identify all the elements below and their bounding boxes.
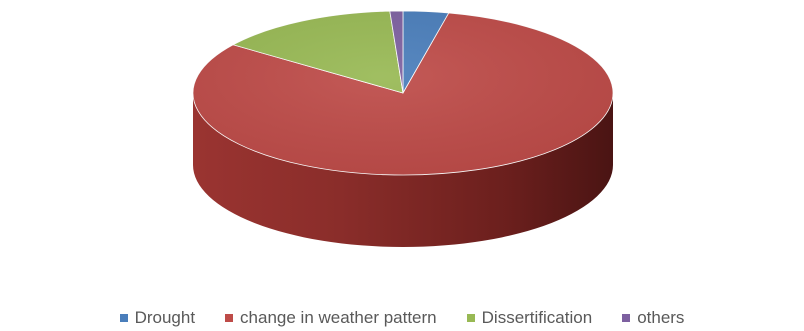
legend-swatch-drought [119, 314, 128, 322]
pie-top-shading [193, 11, 613, 175]
legend-swatch-change-in-weather-pattern [225, 314, 234, 322]
legend-label-others: others [637, 308, 685, 327]
pie-plot-area [192, 10, 614, 247]
legend-label-drought: Drought [134, 308, 196, 327]
legend: Drought change in weather pattern Disser… [0, 306, 804, 330]
pie-side-change-in-weather-pattern [193, 93, 613, 247]
legend-swatch-dissertification [466, 314, 475, 322]
legend-item-others: others [622, 308, 684, 328]
legend-item-drought: Drought [119, 308, 196, 328]
legend-label-change-in-weather-pattern: change in weather pattern [240, 308, 437, 327]
pie-top [192, 10, 614, 176]
legend-item-dissertification: Dissertification [466, 308, 593, 328]
legend-label-dissertification: Dissertification [481, 308, 593, 327]
pie-sides [193, 93, 613, 247]
legend-swatch-others [622, 314, 631, 322]
legend-item-change-in-weather-pattern: change in weather pattern [225, 308, 437, 328]
